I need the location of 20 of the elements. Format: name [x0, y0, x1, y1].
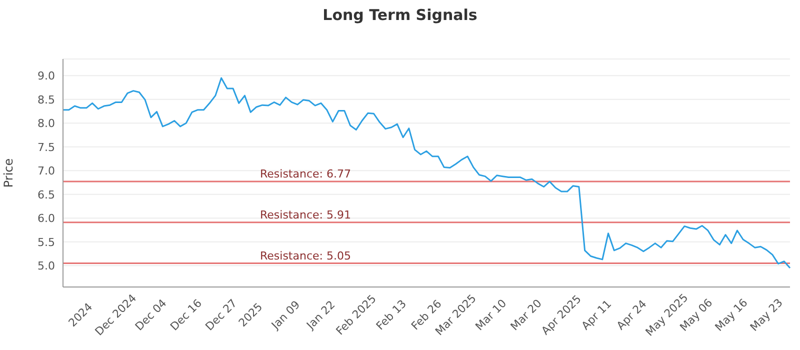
y-axis-title: Price	[1, 158, 16, 188]
x-tick-label: Dec 16	[168, 296, 204, 334]
x-tick-label: Dec 27	[202, 296, 240, 334]
line-series	[62, 77, 791, 269]
y-tick-label: 7.0	[38, 164, 55, 178]
ref-line-label: Resistance: 5.05	[260, 249, 351, 262]
y-tick-label: 5.5	[38, 236, 55, 249]
x-tick-label: Apr 11	[579, 297, 614, 333]
y-tick-label: 9.0	[38, 70, 55, 83]
ref-line-label: Resistance: 6.77	[260, 168, 351, 181]
y-tick-label: 6.5	[38, 188, 55, 202]
y-tick-label: 8.5	[38, 93, 55, 106]
y-tick-label: 7.5	[38, 140, 55, 154]
ref-line-label: Resistance: 5.91	[260, 208, 351, 222]
y-tick-label: 8.0	[38, 117, 55, 130]
y-tick-label: 5.0	[38, 260, 55, 273]
x-tick-label: Feb 13	[374, 297, 409, 333]
chart-title: Long Term Signals	[322, 6, 478, 24]
x-tick-label: Jan 09	[268, 298, 303, 332]
y-tick-label: 6.0	[38, 212, 55, 226]
